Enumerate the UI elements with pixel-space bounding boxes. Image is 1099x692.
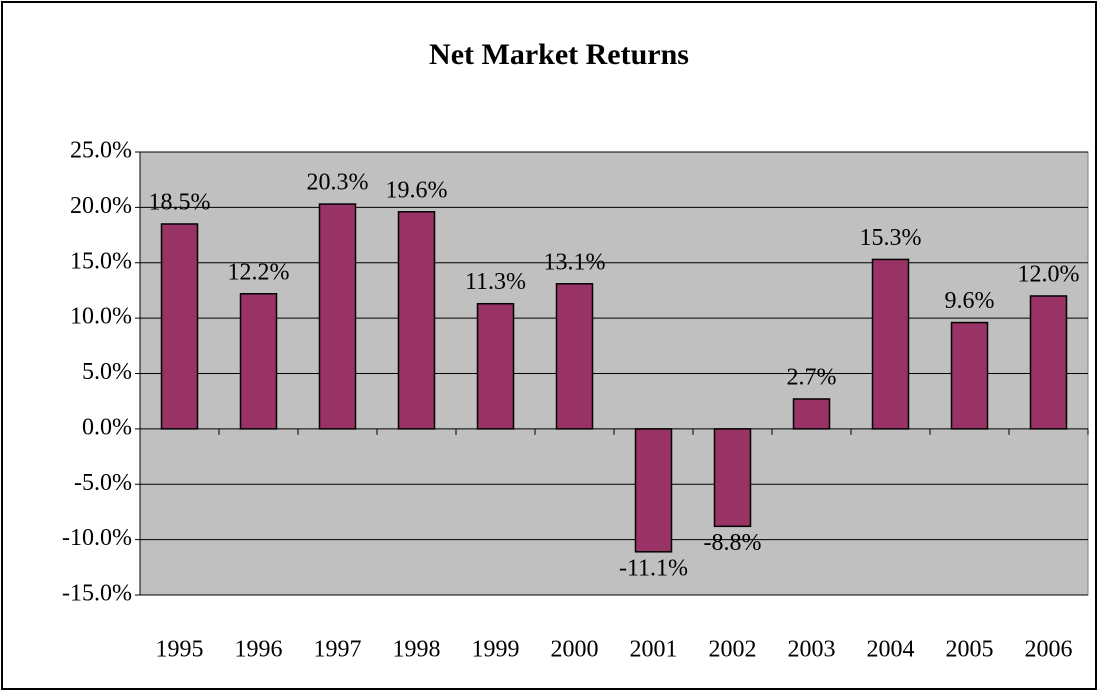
value-label: -11.1% <box>619 555 688 581</box>
x-tick-label: 2003 <box>788 637 836 663</box>
y-tick-label: 10.0% <box>70 304 132 330</box>
bar <box>476 302 515 430</box>
bar <box>792 398 831 430</box>
x-tick-label: 1996 <box>235 637 283 663</box>
bar <box>555 283 594 430</box>
x-tick-label: 2004 <box>867 637 915 663</box>
bar <box>634 428 673 553</box>
value-label: 13.1% <box>544 249 606 275</box>
value-label: 12.2% <box>228 259 290 285</box>
bar <box>713 428 752 528</box>
chart-title: Net Market Returns <box>429 38 689 71</box>
x-tick-label: 1995 <box>156 637 204 663</box>
x-tick-label: 1997 <box>314 637 362 663</box>
x-tick-label: 2006 <box>1025 637 1073 663</box>
value-label: 2.7% <box>787 364 837 390</box>
y-tick-label: 5.0% <box>82 359 132 385</box>
x-tick-label: 2001 <box>630 637 678 663</box>
y-tick-label: 25.0% <box>70 138 132 164</box>
value-label: -8.8% <box>704 530 762 556</box>
value-label: 20.3% <box>307 170 369 196</box>
value-label: 19.6% <box>386 177 448 203</box>
x-tick-label: 1998 <box>393 637 441 663</box>
value-label: 11.3% <box>465 269 526 295</box>
y-tick-label: 0.0% <box>82 414 132 440</box>
value-label: 18.5% <box>149 189 211 215</box>
value-label: 12.0% <box>1018 261 1080 287</box>
x-tick-label: 2000 <box>551 637 599 663</box>
y-tick-label: -10.0% <box>62 525 132 551</box>
y-tick-label: -15.0% <box>62 581 132 607</box>
x-tick-label: 2005 <box>946 637 994 663</box>
x-tick-label: 1999 <box>472 637 520 663</box>
bar <box>397 211 436 430</box>
bar <box>318 203 357 430</box>
bar <box>239 293 278 430</box>
bar <box>1029 295 1068 430</box>
value-label: 15.3% <box>860 225 922 251</box>
bar <box>871 258 910 430</box>
y-tick-label: -5.0% <box>74 470 132 496</box>
y-tick-label: 20.0% <box>70 193 132 219</box>
x-tick-label: 2002 <box>709 637 757 663</box>
value-label: 9.6% <box>945 288 995 314</box>
y-tick-label: 15.0% <box>70 248 132 274</box>
bar <box>950 321 989 430</box>
bar <box>160 223 199 430</box>
